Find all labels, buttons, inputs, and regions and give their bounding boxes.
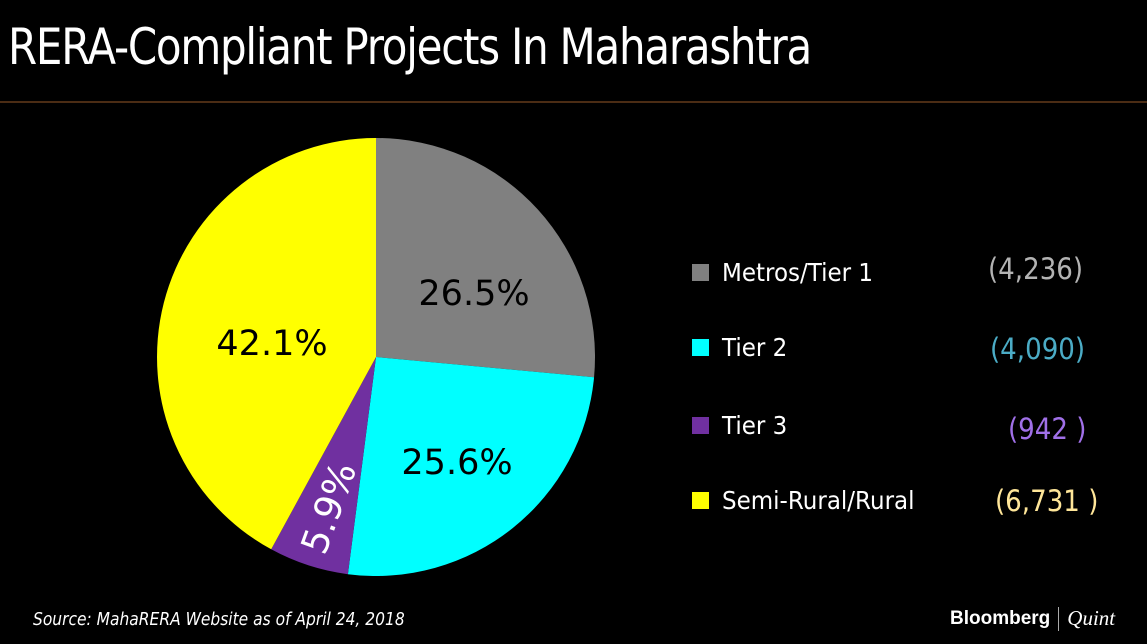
pie-label-tier-2: 25.6% bbox=[401, 443, 512, 483]
brand-logo: Bloomberg Quint bbox=[950, 606, 1115, 631]
legend-item-metros-tier-1: Metros/Tier 1 bbox=[692, 252, 886, 292]
pie-slice-tier-2 bbox=[347, 357, 595, 576]
brand-secondary: Quint bbox=[1067, 606, 1116, 630]
pie-slice-tier-3 bbox=[271, 357, 376, 575]
pie-label-metros-tier-1: 26.5% bbox=[418, 274, 529, 314]
chart-title: RERA-Compliant Projects In Maharashtra bbox=[8, 18, 812, 76]
title-divider bbox=[0, 101, 1147, 103]
legend-label: Semi-Rural/Rural bbox=[722, 485, 915, 515]
legend-swatch bbox=[692, 491, 709, 509]
brand-primary: Bloomberg bbox=[950, 607, 1051, 629]
legend-label: Metros/Tier 1 bbox=[722, 257, 874, 287]
legend-item-tier-2: Tier 2 bbox=[692, 327, 793, 367]
legend-count-tier-3: (942 ) bbox=[1008, 412, 1087, 446]
legend-item-tier-3: Tier 3 bbox=[692, 405, 793, 445]
legend-swatch bbox=[692, 338, 709, 356]
legend-swatch bbox=[692, 263, 709, 281]
pie-label-semi-rural-rural: 42.1% bbox=[216, 324, 327, 364]
legend-count-tier-2: (4,090) bbox=[990, 332, 1086, 366]
legend-label: Tier 3 bbox=[722, 410, 788, 440]
pie-slice-semi-rural-rural bbox=[157, 138, 376, 550]
legend-item-semi-rural-rural: Semi-Rural/Rural bbox=[692, 480, 931, 520]
legend-count-semi-rural-rural: (6,731 ) bbox=[995, 484, 1099, 518]
pie-slice-metros-tier-1 bbox=[376, 138, 595, 378]
brand-divider bbox=[1058, 606, 1060, 631]
legend-swatch bbox=[692, 416, 709, 434]
legend-count-metros-tier-1: (4,236) bbox=[988, 252, 1084, 286]
source-note: Source: MahaRERA Website as of April 24,… bbox=[33, 609, 405, 630]
legend-label: Tier 2 bbox=[722, 332, 788, 362]
